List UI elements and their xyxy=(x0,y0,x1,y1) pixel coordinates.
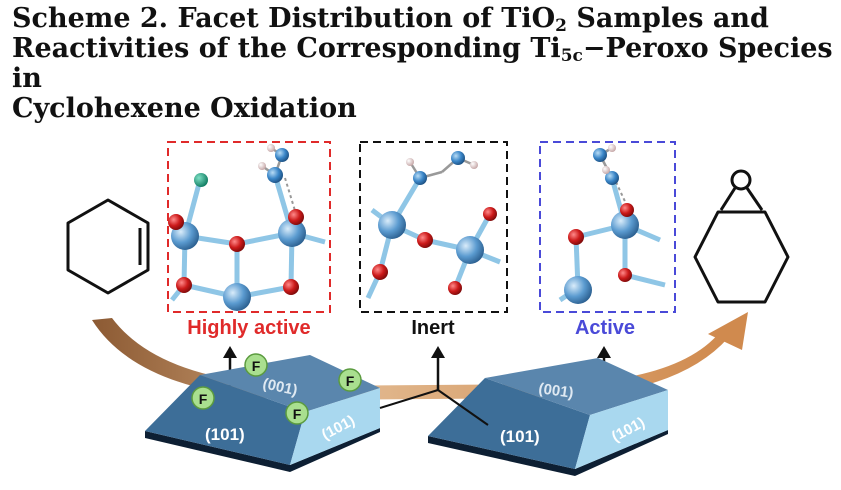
crystal-right: (001) (101) (101) xyxy=(428,358,668,476)
fluorine-badge-2 xyxy=(338,368,362,392)
fluorine-badge-4 xyxy=(285,401,309,425)
panel-active: Active xyxy=(539,141,676,339)
panel-highly-active: Highly active xyxy=(167,141,331,339)
facet-label-left-top: (001) xyxy=(261,375,299,399)
svg-text:F: F xyxy=(346,373,355,389)
label-highly-active: Highly active xyxy=(187,317,310,339)
fluorine-badge-3 xyxy=(191,386,215,410)
label-active: Active xyxy=(575,317,635,339)
facet-label-left-front: (101) xyxy=(205,425,245,444)
svg-text:F: F xyxy=(293,406,302,422)
panel-inert: Inert xyxy=(359,141,508,339)
cyclohexene-oxide-molecule xyxy=(693,169,790,304)
fluorine-badges: F F F F xyxy=(191,353,362,425)
facet-label-right-front: (101) xyxy=(500,427,540,446)
svg-text:F: F xyxy=(199,391,208,407)
reaction-arrow xyxy=(92,312,748,400)
fluorine-badge-1 xyxy=(244,353,268,377)
cyclohexene-molecule xyxy=(66,198,150,295)
scheme-title: Scheme 2. Facet Distribution of TiO2 Sam… xyxy=(12,3,833,124)
facet-label-right-top: (001) xyxy=(537,380,574,402)
label-inert: Inert xyxy=(411,317,455,339)
crystal-left: (001) (101) (101) xyxy=(145,355,380,472)
svg-text:F: F xyxy=(252,358,261,374)
inert-connector xyxy=(379,389,489,426)
